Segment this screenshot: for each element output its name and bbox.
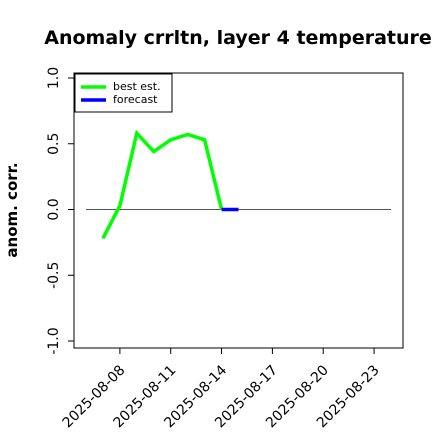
y-tick-label: -0.5 xyxy=(46,262,62,289)
legend-box xyxy=(74,73,173,113)
series-line xyxy=(101,129,224,240)
legend: best est.forecast xyxy=(74,73,173,113)
plot-area: -1.0-0.50.00.51.02025-08-082025-08-11202… xyxy=(46,67,404,431)
legend-label: forecast xyxy=(113,93,158,106)
plot-frame xyxy=(73,72,404,349)
y-tick-label: 1.0 xyxy=(46,67,62,89)
y-axis-label: anom. corr. xyxy=(3,162,21,257)
y-tick-label: -1.0 xyxy=(46,327,62,354)
y-tick-label: 0.0 xyxy=(46,198,62,220)
y-tick-label: 0.5 xyxy=(46,133,62,155)
chart-title: Anomaly crrltn, layer 4 temperature xyxy=(44,27,432,49)
legend-label: best est. xyxy=(113,80,161,93)
